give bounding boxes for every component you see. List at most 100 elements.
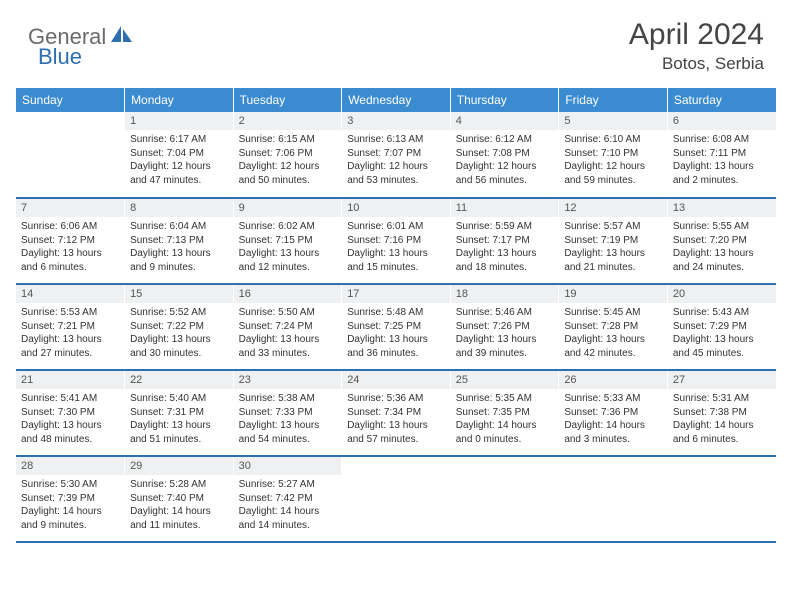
day-details: Sunrise: 5:33 AMSunset: 7:36 PMDaylight:… (559, 389, 667, 449)
calendar-body: 1Sunrise: 6:17 AMSunset: 7:04 PMDaylight… (16, 112, 776, 542)
day-number: 17 (342, 285, 450, 303)
calendar-day-cell: 30Sunrise: 5:27 AMSunset: 7:42 PMDayligh… (233, 456, 342, 542)
calendar-day-cell: 26Sunrise: 5:33 AMSunset: 7:36 PMDayligh… (559, 370, 668, 456)
brand-part2: Blue (38, 44, 82, 69)
day-number: 28 (16, 457, 124, 475)
calendar-empty-cell (342, 456, 451, 542)
day-number: 26 (559, 371, 667, 389)
day-details: Sunrise: 5:53 AMSunset: 7:21 PMDaylight:… (16, 303, 124, 363)
calendar-day-cell: 9Sunrise: 6:02 AMSunset: 7:15 PMDaylight… (233, 198, 342, 284)
brand-part2-wrap: Blue (38, 44, 82, 70)
calendar-empty-cell (16, 112, 125, 198)
day-details: Sunrise: 5:43 AMSunset: 7:29 PMDaylight:… (668, 303, 776, 363)
day-number: 21 (16, 371, 124, 389)
day-number: 30 (234, 457, 342, 475)
weekday-header: Sunday (16, 88, 125, 112)
day-number: 5 (559, 112, 667, 130)
day-details: Sunrise: 5:28 AMSunset: 7:40 PMDaylight:… (125, 475, 233, 535)
day-number: 13 (668, 199, 776, 217)
day-details: Sunrise: 5:36 AMSunset: 7:34 PMDaylight:… (342, 389, 450, 449)
day-number: 22 (125, 371, 233, 389)
day-number: 20 (668, 285, 776, 303)
day-details: Sunrise: 6:12 AMSunset: 7:08 PMDaylight:… (451, 130, 559, 190)
day-number: 27 (668, 371, 776, 389)
calendar-empty-cell (559, 456, 668, 542)
calendar-day-cell: 20Sunrise: 5:43 AMSunset: 7:29 PMDayligh… (667, 284, 776, 370)
day-number: 6 (668, 112, 776, 130)
calendar-day-cell: 8Sunrise: 6:04 AMSunset: 7:13 PMDaylight… (125, 198, 234, 284)
calendar-week-row: 7Sunrise: 6:06 AMSunset: 7:12 PMDaylight… (16, 198, 776, 284)
calendar-week-row: 14Sunrise: 5:53 AMSunset: 7:21 PMDayligh… (16, 284, 776, 370)
calendar-week-row: 21Sunrise: 5:41 AMSunset: 7:30 PMDayligh… (16, 370, 776, 456)
calendar-day-cell: 27Sunrise: 5:31 AMSunset: 7:38 PMDayligh… (667, 370, 776, 456)
day-number: 14 (16, 285, 124, 303)
day-number: 19 (559, 285, 667, 303)
calendar-day-cell: 25Sunrise: 5:35 AMSunset: 7:35 PMDayligh… (450, 370, 559, 456)
day-details: Sunrise: 5:55 AMSunset: 7:20 PMDaylight:… (668, 217, 776, 277)
weekday-header: Thursday (450, 88, 559, 112)
day-details: Sunrise: 6:04 AMSunset: 7:13 PMDaylight:… (125, 217, 233, 277)
calendar-day-cell: 28Sunrise: 5:30 AMSunset: 7:39 PMDayligh… (16, 456, 125, 542)
day-number: 12 (559, 199, 667, 217)
day-details: Sunrise: 6:02 AMSunset: 7:15 PMDaylight:… (234, 217, 342, 277)
day-number: 7 (16, 199, 124, 217)
day-details: Sunrise: 6:01 AMSunset: 7:16 PMDaylight:… (342, 217, 450, 277)
day-number: 11 (451, 199, 559, 217)
calendar-day-cell: 29Sunrise: 5:28 AMSunset: 7:40 PMDayligh… (125, 456, 234, 542)
calendar-week-row: 28Sunrise: 5:30 AMSunset: 7:39 PMDayligh… (16, 456, 776, 542)
brand-sail-icon (111, 26, 133, 49)
day-details: Sunrise: 6:13 AMSunset: 7:07 PMDaylight:… (342, 130, 450, 190)
day-number: 1 (125, 112, 233, 130)
calendar-day-cell: 22Sunrise: 5:40 AMSunset: 7:31 PMDayligh… (125, 370, 234, 456)
weekday-header: Wednesday (342, 88, 451, 112)
calendar-head: SundayMondayTuesdayWednesdayThursdayFrid… (16, 88, 776, 112)
day-details: Sunrise: 5:50 AMSunset: 7:24 PMDaylight:… (234, 303, 342, 363)
calendar-day-cell: 21Sunrise: 5:41 AMSunset: 7:30 PMDayligh… (16, 370, 125, 456)
day-details: Sunrise: 6:08 AMSunset: 7:11 PMDaylight:… (668, 130, 776, 190)
day-details: Sunrise: 5:30 AMSunset: 7:39 PMDaylight:… (16, 475, 124, 535)
calendar-day-cell: 16Sunrise: 5:50 AMSunset: 7:24 PMDayligh… (233, 284, 342, 370)
day-number: 29 (125, 457, 233, 475)
calendar-week-row: 1Sunrise: 6:17 AMSunset: 7:04 PMDaylight… (16, 112, 776, 198)
calendar-day-cell: 1Sunrise: 6:17 AMSunset: 7:04 PMDaylight… (125, 112, 234, 198)
calendar-day-cell: 23Sunrise: 5:38 AMSunset: 7:33 PMDayligh… (233, 370, 342, 456)
calendar-day-cell: 12Sunrise: 5:57 AMSunset: 7:19 PMDayligh… (559, 198, 668, 284)
day-number: 2 (234, 112, 342, 130)
calendar-day-cell: 7Sunrise: 6:06 AMSunset: 7:12 PMDaylight… (16, 198, 125, 284)
day-details: Sunrise: 5:59 AMSunset: 7:17 PMDaylight:… (451, 217, 559, 277)
calendar-day-cell: 18Sunrise: 5:46 AMSunset: 7:26 PMDayligh… (450, 284, 559, 370)
day-number: 3 (342, 112, 450, 130)
calendar-table: SundayMondayTuesdayWednesdayThursdayFrid… (16, 88, 776, 543)
day-details: Sunrise: 5:57 AMSunset: 7:19 PMDaylight:… (559, 217, 667, 277)
day-number: 24 (342, 371, 450, 389)
day-details: Sunrise: 6:15 AMSunset: 7:06 PMDaylight:… (234, 130, 342, 190)
day-details: Sunrise: 5:41 AMSunset: 7:30 PMDaylight:… (16, 389, 124, 449)
calendar-day-cell: 24Sunrise: 5:36 AMSunset: 7:34 PMDayligh… (342, 370, 451, 456)
month-title: April 2024 (629, 18, 764, 52)
day-details: Sunrise: 5:35 AMSunset: 7:35 PMDaylight:… (451, 389, 559, 449)
calendar-day-cell: 15Sunrise: 5:52 AMSunset: 7:22 PMDayligh… (125, 284, 234, 370)
title-block: April 2024 Botos, Serbia (629, 18, 764, 74)
weekday-header: Tuesday (233, 88, 342, 112)
weekday-header: Monday (125, 88, 234, 112)
day-details: Sunrise: 5:31 AMSunset: 7:38 PMDaylight:… (668, 389, 776, 449)
weekday-header: Saturday (667, 88, 776, 112)
day-details: Sunrise: 5:46 AMSunset: 7:26 PMDaylight:… (451, 303, 559, 363)
location-label: Botos, Serbia (629, 54, 764, 74)
calendar-day-cell: 6Sunrise: 6:08 AMSunset: 7:11 PMDaylight… (667, 112, 776, 198)
day-number: 10 (342, 199, 450, 217)
day-details: Sunrise: 6:06 AMSunset: 7:12 PMDaylight:… (16, 217, 124, 277)
day-number: 4 (451, 112, 559, 130)
weekday-header: Friday (559, 88, 668, 112)
day-number: 23 (234, 371, 342, 389)
day-details: Sunrise: 5:48 AMSunset: 7:25 PMDaylight:… (342, 303, 450, 363)
day-number: 16 (234, 285, 342, 303)
day-details: Sunrise: 5:52 AMSunset: 7:22 PMDaylight:… (125, 303, 233, 363)
day-details: Sunrise: 5:45 AMSunset: 7:28 PMDaylight:… (559, 303, 667, 363)
calendar-day-cell: 5Sunrise: 6:10 AMSunset: 7:10 PMDaylight… (559, 112, 668, 198)
day-details: Sunrise: 6:10 AMSunset: 7:10 PMDaylight:… (559, 130, 667, 190)
calendar-empty-cell (667, 456, 776, 542)
calendar-day-cell: 17Sunrise: 5:48 AMSunset: 7:25 PMDayligh… (342, 284, 451, 370)
day-details: Sunrise: 6:17 AMSunset: 7:04 PMDaylight:… (125, 130, 233, 190)
calendar-day-cell: 4Sunrise: 6:12 AMSunset: 7:08 PMDaylight… (450, 112, 559, 198)
